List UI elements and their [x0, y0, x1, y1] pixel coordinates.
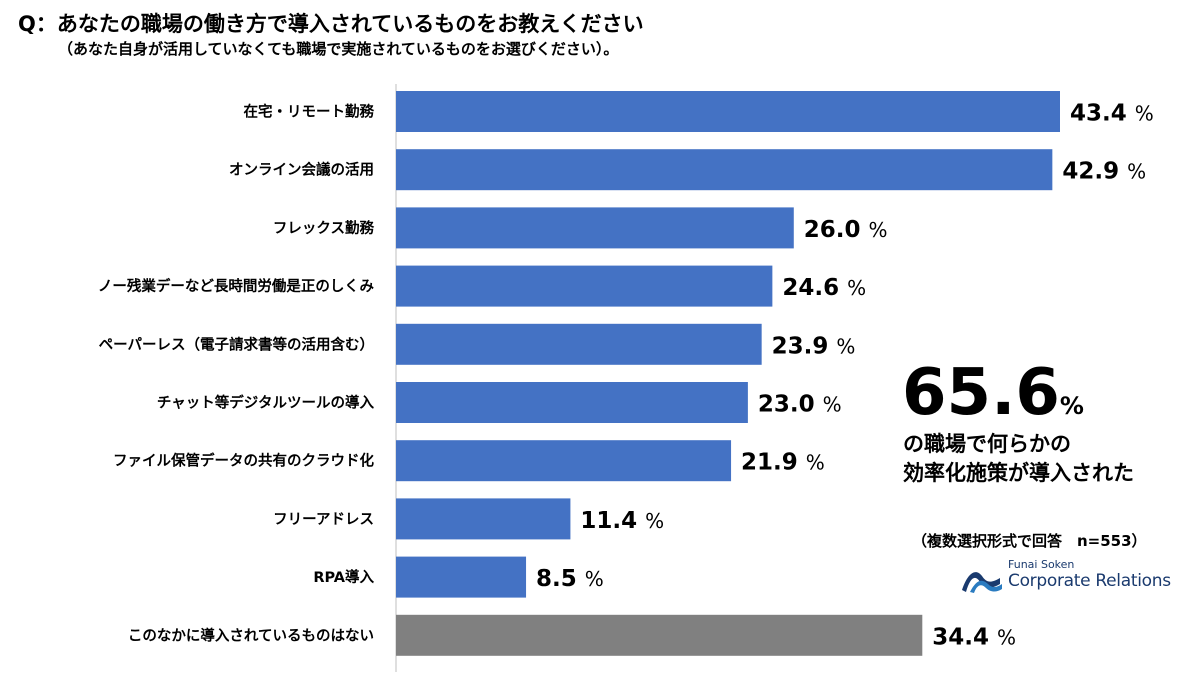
category-label: オンライン会議の活用	[229, 161, 374, 179]
company-logo: Funai Soken Corporate Relations	[958, 556, 1188, 600]
value-label: 11.4%	[580, 508, 664, 534]
bar	[396, 556, 527, 598]
category-label: フレックス勤務	[273, 219, 375, 237]
sample-note: （複数選択形式で回答 n=553）	[912, 532, 1147, 550]
question-title: Q：あなたの職場の働き方で導入されているものをお教えください	[18, 12, 644, 36]
category-label: このなかに導入されているものはない	[128, 626, 374, 644]
bar	[396, 207, 794, 249]
bar	[396, 149, 1053, 191]
category-label: ファイル保管データの共有のクラウド化	[113, 452, 374, 470]
bar	[396, 265, 773, 307]
category-label: フリーアドレス	[273, 512, 374, 528]
callout-line-2: 効率化施策が導入された	[903, 461, 1134, 485]
category-label: RPA導入	[313, 568, 374, 586]
logo-small-text: Funai Soken	[1008, 558, 1075, 571]
callout-line-1: の職場で何らかの	[903, 432, 1071, 456]
bar	[396, 91, 1060, 132]
category-label: ペーパーレス（電子請求書等の活用含む）	[99, 335, 374, 353]
wave-logo-icon	[962, 572, 1002, 593]
value-label: 23.9%	[772, 333, 856, 359]
category-label: チャット等デジタルツールの導入	[157, 394, 375, 412]
logo-large-text: Corporate Relations	[1008, 571, 1171, 591]
value-label: 21.9%	[741, 450, 825, 476]
value-label: 43.4%	[1070, 101, 1154, 127]
bar	[396, 382, 748, 423]
value-label: 23.0%	[758, 392, 842, 418]
category-label: ノー残業デーなど長時間労働是正のしくみ	[98, 277, 375, 295]
highlight-unit: %	[1059, 392, 1084, 420]
value-label: 42.9%	[1062, 159, 1146, 185]
bar	[396, 440, 732, 482]
highlight-stat: 65.6%	[902, 356, 1084, 430]
value-label: 24.6%	[782, 275, 866, 301]
bar	[396, 498, 571, 540]
value-label: 8.5%	[536, 566, 604, 592]
highlight-callout: の職場で何らかの 効率化施策が導入された	[903, 430, 1134, 488]
value-label: 34.4%	[932, 624, 1016, 650]
highlight-value: 65.6	[902, 356, 1060, 430]
bar	[396, 323, 762, 365]
value-label: 26.0%	[804, 217, 888, 243]
question-subtitle: （あなた自身が活用していなくても職場で実施されているものをお選びください）。	[58, 40, 619, 58]
category-label: 在宅・リモート勤務	[244, 103, 375, 121]
bar	[396, 614, 923, 656]
